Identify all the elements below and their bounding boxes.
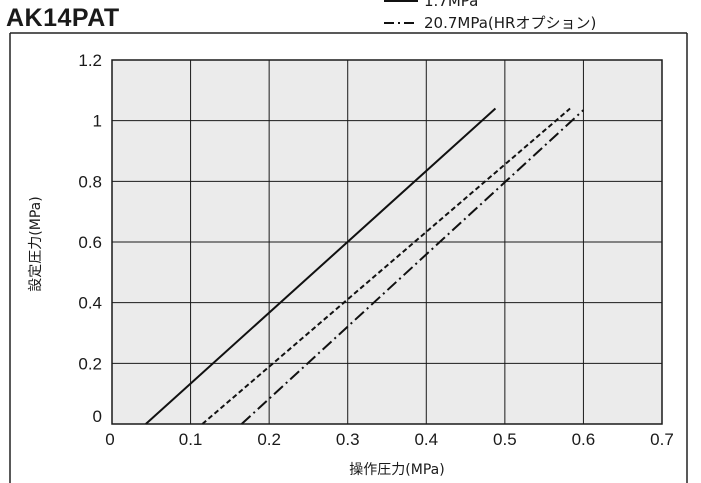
y-tick-label: 0.8 — [78, 172, 102, 191]
x-tick-label: 0.7 — [650, 430, 674, 449]
series-line-dashdot — [240, 109, 585, 425]
x-tick-label: 0.6 — [572, 430, 596, 449]
x-tick-label: 0.2 — [257, 430, 281, 449]
x-tick-label: 0.1 — [179, 430, 203, 449]
y-tick-label: 0.6 — [78, 233, 102, 252]
x-tick-label: 0.5 — [493, 430, 517, 449]
chart-title: AK14PAT — [6, 4, 120, 32]
legend-label: 1.7MPa — [424, 0, 478, 10]
y-tick-label: 0.4 — [78, 294, 102, 313]
series-lines — [145, 107, 585, 425]
y-tick-label: 0.2 — [78, 354, 102, 373]
x-axis-label: 操作圧力(MPa) — [349, 462, 444, 478]
y-axis-label: 設定圧力(MPa) — [28, 196, 44, 291]
x-tick-label: 0 — [105, 430, 114, 449]
y-tick-label: 0 — [93, 407, 102, 426]
series-line-dashed — [201, 107, 571, 425]
legend-label: 20.7MPa(HRオプション) — [424, 14, 596, 32]
y-tick-labels: 0 0.2 0.4 0.6 0.8 1 1.2 — [78, 51, 102, 426]
legend: 1.7MPa 20.7MPa(HRオプション) — [384, 0, 596, 32]
x-tick-label: 0.3 — [336, 430, 360, 449]
y-tick-label: 1.2 — [78, 51, 102, 70]
x-tick-label: 0.4 — [414, 430, 438, 449]
plot-frame — [111, 59, 663, 425]
series-line-solid — [145, 107, 497, 425]
y-tick-label: 1 — [93, 112, 102, 131]
x-tick-labels: 0 0.1 0.2 0.3 0.4 0.5 0.6 0.7 — [105, 430, 674, 449]
